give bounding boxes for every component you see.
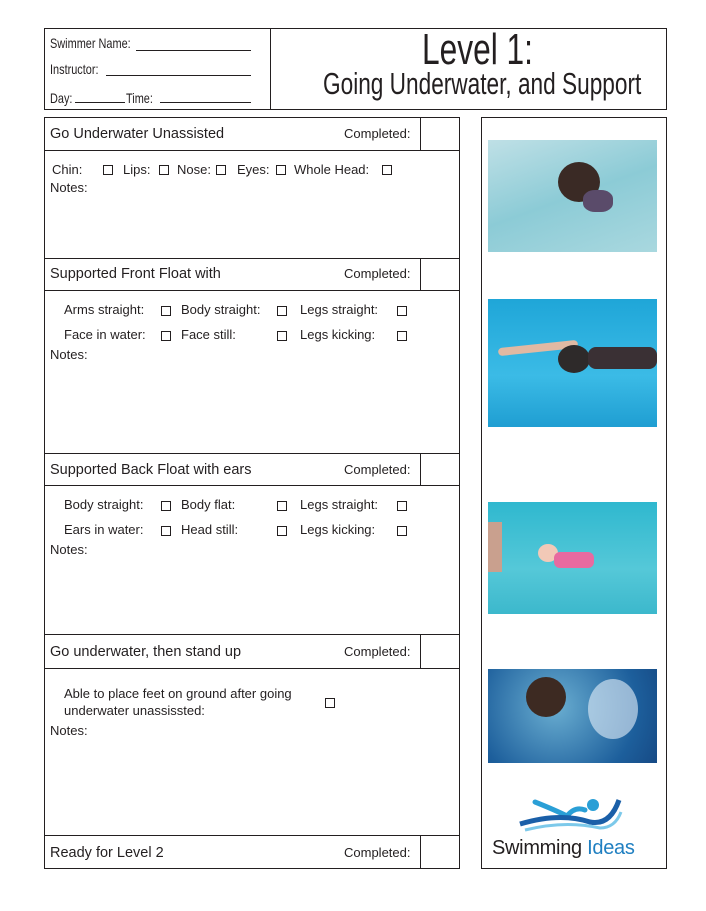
photo-underwater-stand xyxy=(488,669,657,763)
notes-label: Notes: xyxy=(50,542,88,557)
completed-label: Completed: xyxy=(344,126,411,141)
section-title: Supported Back Float with ears xyxy=(50,462,252,478)
photo-back-float xyxy=(488,502,657,614)
completed-label: Completed: xyxy=(344,462,411,477)
item-label: Whole Head: xyxy=(294,162,370,177)
section-header-4: Go underwater, then stand up Completed: xyxy=(44,634,460,669)
notes-label: Notes: xyxy=(50,180,88,195)
item-label: Body straight: xyxy=(64,497,144,512)
section-header-2: Supported Front Float with Completed: xyxy=(44,258,460,291)
checkbox[interactable] xyxy=(382,165,392,175)
photo-front-float xyxy=(488,299,657,427)
checkbox[interactable] xyxy=(397,306,407,316)
checkbox[interactable] xyxy=(161,331,171,341)
checkbox[interactable] xyxy=(103,165,113,175)
completed-box[interactable] xyxy=(420,117,461,151)
item-label: Body flat: xyxy=(181,497,236,512)
section-header-1: Go Underwater Unassisted Completed: xyxy=(44,117,460,151)
completed-box[interactable] xyxy=(420,634,461,669)
time-label: Time: xyxy=(126,90,153,106)
item-label: Legs kicking: xyxy=(300,522,376,537)
photo-panel xyxy=(481,117,667,869)
page-title: Level 1: xyxy=(422,25,533,74)
logo-text: Swimming Ideas xyxy=(492,837,635,859)
photo-underwater-unassisted xyxy=(488,140,657,252)
checkbox[interactable] xyxy=(161,306,171,316)
notes-label: Notes: xyxy=(50,723,88,738)
instructor-field[interactable] xyxy=(106,75,251,76)
completed-box[interactable] xyxy=(420,258,461,291)
checkbox[interactable] xyxy=(397,501,407,511)
item-label: Lips: xyxy=(123,162,151,177)
checkbox[interactable] xyxy=(277,526,287,536)
checkbox[interactable] xyxy=(277,306,287,316)
item-label: Legs kicking: xyxy=(300,327,376,342)
section-header-3: Supported Back Float with ears Completed: xyxy=(44,453,460,486)
item-label: Face still: xyxy=(181,327,236,342)
checkbox[interactable] xyxy=(159,165,169,175)
item-label: Ears in water: xyxy=(64,522,144,537)
item-label: Legs straight: xyxy=(300,302,379,317)
day-label: Day: xyxy=(50,90,73,106)
item-label: Legs straight: xyxy=(300,497,379,512)
page-subtitle: Going Underwater, and Support xyxy=(323,66,642,101)
checkbox[interactable] xyxy=(277,331,287,341)
time-field[interactable] xyxy=(160,102,251,103)
checkbox[interactable] xyxy=(397,526,407,536)
item-label: Body straight: xyxy=(181,302,261,317)
item-label: Face in water: xyxy=(64,327,146,342)
checkbox[interactable] xyxy=(325,698,335,708)
checkbox[interactable] xyxy=(161,501,171,511)
swimmer-name-label: Swimmer Name: xyxy=(50,35,131,51)
section-title: Go underwater, then stand up xyxy=(50,644,242,660)
checkbox[interactable] xyxy=(277,501,287,511)
item-label: Chin: xyxy=(52,162,83,177)
completed-label: Completed: xyxy=(344,644,411,659)
completed-label: Completed: xyxy=(344,845,411,860)
section-title: Go Underwater Unassisted xyxy=(50,126,225,142)
notes-label: Notes: xyxy=(50,347,88,362)
day-field[interactable] xyxy=(75,102,125,103)
checkbox[interactable] xyxy=(397,331,407,341)
instructor-label: Instructor: xyxy=(50,61,99,77)
item-label: Eyes: xyxy=(237,162,270,177)
swimming-ideas-logo-icon xyxy=(519,799,623,832)
item-label: Nose: xyxy=(177,162,211,177)
checkbox[interactable] xyxy=(276,165,286,175)
header-divider xyxy=(270,28,271,110)
section-header-5: Ready for Level 2 Completed: xyxy=(44,835,460,869)
section-title: Supported Front Float with xyxy=(50,266,221,282)
completed-box[interactable] xyxy=(420,835,461,869)
item-label: Able to place feet on ground after going… xyxy=(64,686,292,718)
completed-label: Completed: xyxy=(344,266,411,281)
checkbox[interactable] xyxy=(161,526,171,536)
item-label: Arms straight: xyxy=(64,302,145,317)
section-title: Ready for Level 2 xyxy=(50,845,164,861)
item-label: Head still: xyxy=(181,522,239,537)
header-box xyxy=(44,28,667,110)
completed-box[interactable] xyxy=(420,453,461,486)
checkbox[interactable] xyxy=(216,165,226,175)
swimmer-name-field[interactable] xyxy=(136,50,251,51)
